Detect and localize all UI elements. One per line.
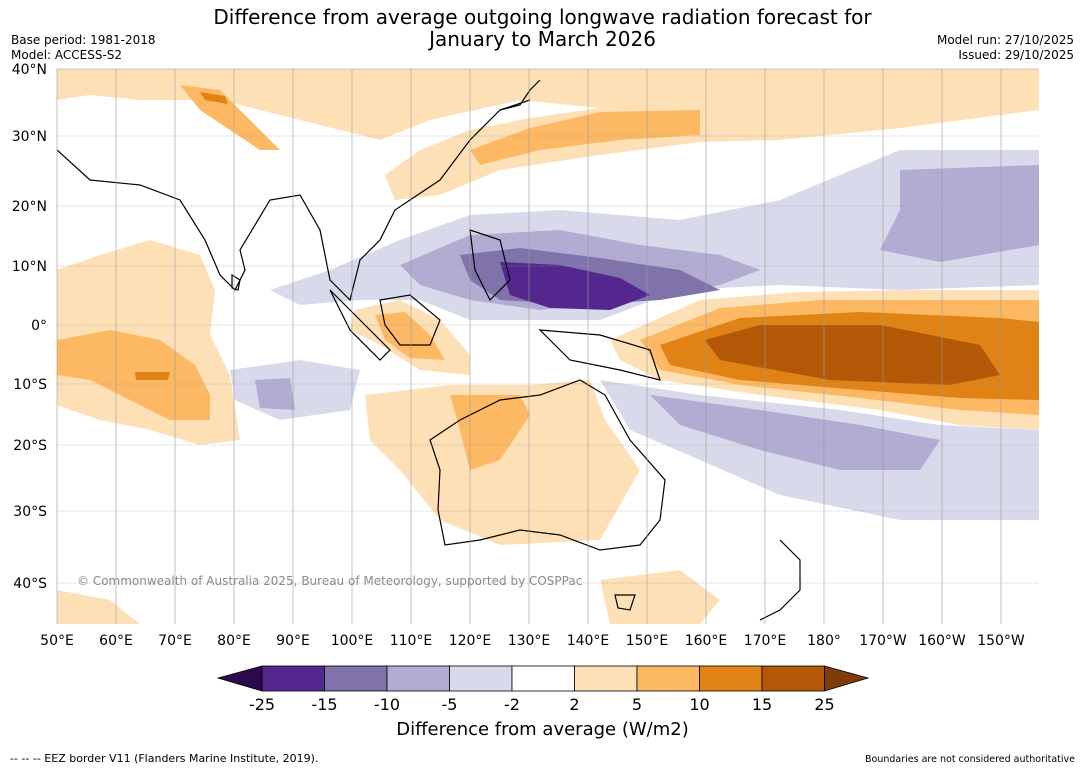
coast-japan [499,79,541,111]
lon-label: 130°E [508,633,551,649]
coast-tasmania [614,594,636,611]
lon-label: 120°E [449,633,492,649]
lon-label: 170°W [859,633,907,649]
colorbar: -25 -15 -10 -5 -2 2 5 10 15 25 [216,665,870,714]
colorbar-extend-max [824,665,870,692]
lon-label: 140°E [567,633,610,649]
colorbar-segment [324,665,388,692]
coast-asia [57,99,531,302]
colorbar-tick: 10 [689,695,709,714]
colorbar-extend-min [216,665,263,692]
model-name: Model: ACCESS-S2 [11,48,123,62]
colorbar-segment [636,665,700,692]
lat-label: 20°S [13,438,47,454]
lon-label: 80°E [217,633,251,649]
anomaly-shading [57,69,1039,624]
colorbar-tick: 15 [752,695,772,714]
colorbar-tick: -15 [311,695,337,714]
issued-date: Issued: 29/10/2025 [958,48,1074,62]
lat-label: 10°N [12,259,47,275]
lat-labels: 40°N 30°N 20°N 10°N 0° 10°S 20°S 30°S 40… [12,62,47,592]
base-period: Base period: 1981-2018 [11,33,156,47]
page-title: Difference from average outgoing longwav… [0,6,1085,50]
lon-label: 60°E [99,633,133,649]
coastlines [57,79,801,621]
graticule [56,68,1039,624]
colorbar-segment [699,665,763,692]
colorbar-title: Difference from average (W/m2) [396,719,689,740]
model-run: Model run: 27/10/2025 [936,33,1074,47]
anomaly-region-himalaya [180,85,280,150]
lon-label: 90°E [276,633,310,649]
lat-label: 40°S [13,576,47,592]
colorbar-tick: 25 [814,695,834,714]
copyright-notice: © Commonwealth of Australia 2025, Bureau… [77,574,583,588]
colorbar-tick: -25 [249,695,275,714]
meta-right: Model run: 27/10/2025 Issued: 29/10/2025 [937,33,1074,63]
lon-label: 170°E [744,633,787,649]
anomaly-core-negative [500,262,650,310]
colorbar-segment [261,665,325,692]
title-line-1: Difference from average outgoing longwav… [213,5,872,29]
lat-label: 40°N [12,62,47,78]
lon-label: 110°E [390,633,433,649]
coast-new-zealand [759,539,801,621]
lon-label: 70°E [158,633,192,649]
lon-label: 180° [807,633,841,649]
coast-new-guinea [538,329,661,381]
lon-label: 100°E [331,633,374,649]
lat-label: 30°N [12,129,47,145]
title-line-2: January to March 2026 [429,27,656,51]
colorbar-tick: -2 [504,695,520,714]
anomaly-region-north-orange-mid [470,110,700,165]
lat-label: 0° [31,318,47,334]
meta-left: Base period: 1981-2018 Model: ACCESS-S2 [11,33,156,63]
colorbar-segment [761,665,825,692]
coast-australia [429,379,666,551]
colorbar-tick: -10 [374,695,400,714]
colorbar-segment [449,665,513,692]
ola-map: 40°N 30°N 20°N 10°N 0° 10°S 20°S 30°S 40… [12,62,1039,649]
lon-labels: 50°E 60°E 70°E 80°E 90°E 100°E 110°E 120… [40,633,1025,649]
colorbar-segment [386,665,450,692]
colorbar-tick: 5 [632,695,642,714]
anomaly-region-australia [365,380,640,545]
lon-label: 150°W [977,633,1025,649]
colorbar-tick: 2 [569,695,579,714]
lon-label: 50°E [40,633,74,649]
coast-philippines [469,229,511,302]
anomaly-core-positive [705,325,1000,385]
boundary-disclaimer: Boundaries are not considered authoritat… [865,754,1075,765]
lon-label: 160°E [685,633,728,649]
lat-label: 20°N [12,199,47,215]
eez-border-note: -- -- -- EEZ border V11 (Flanders Marine… [10,752,319,765]
colorbar-tick: -5 [442,695,458,714]
lon-label: 160°W [918,633,966,649]
colorbar-segment [511,665,575,692]
lat-label: 30°S [13,504,47,520]
lon-label: 150°E [626,633,669,649]
coast-sumatra [329,289,391,361]
coast-sri-lanka [231,273,241,291]
lat-label: 10°S [13,377,47,393]
colorbar-segment [574,665,638,692]
